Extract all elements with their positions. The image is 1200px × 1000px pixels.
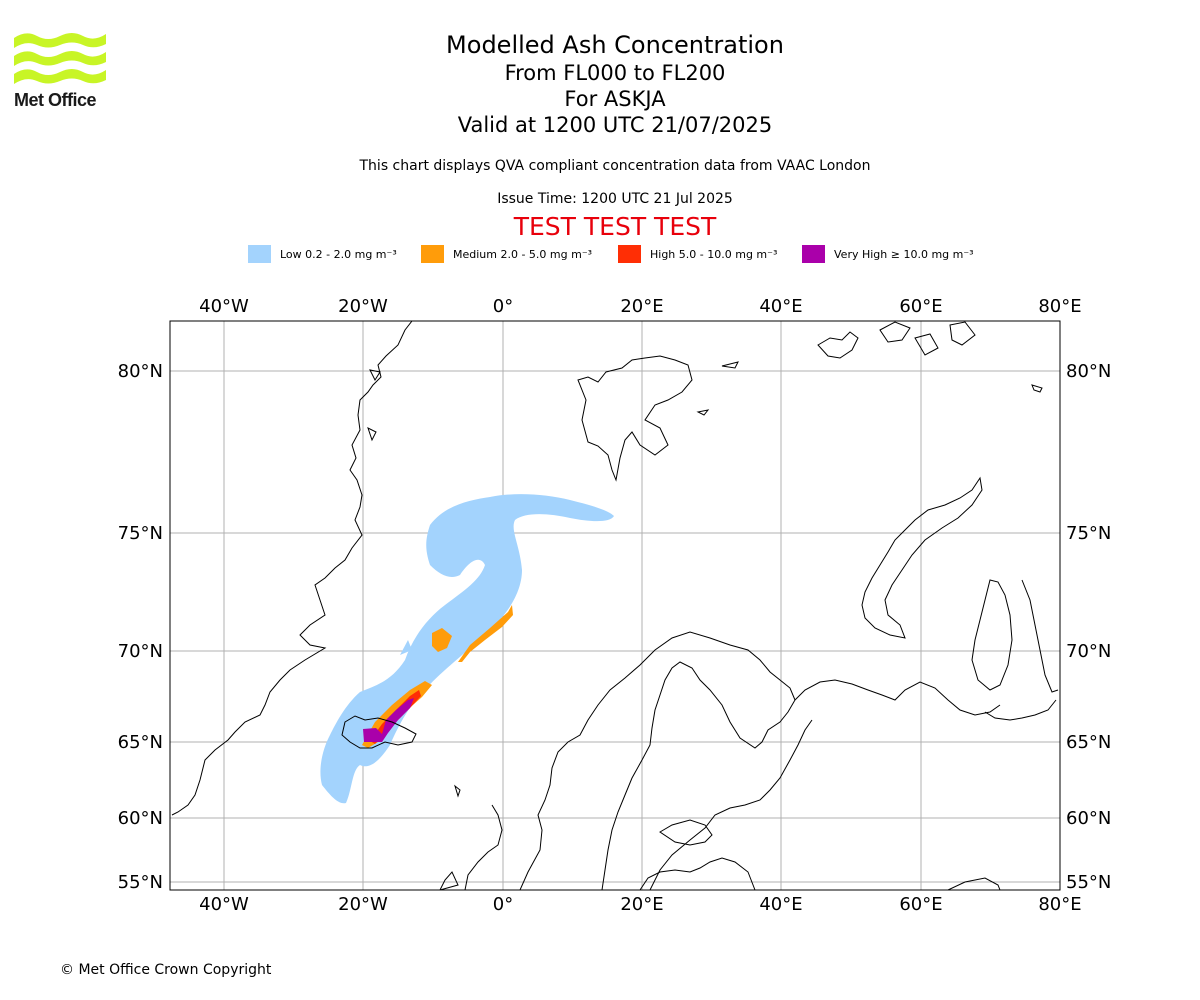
lon-label-top: 60°E <box>899 296 942 317</box>
legend-label-low: Low 0.2 - 2.0 mg m⁻³ <box>280 247 397 261</box>
lon-label-bottom: 40°E <box>759 894 802 915</box>
lon-label-bottom: 0° <box>493 894 513 915</box>
lon-label-top: 20°W <box>338 296 388 317</box>
lon-label-bottom: 60°E <box>899 894 942 915</box>
volcano-title: For ASKJA <box>564 87 666 111</box>
lon-label-top: 0° <box>493 296 513 317</box>
lon-label-bottom: 20°W <box>338 894 388 915</box>
ash-plume-very-high <box>363 698 414 742</box>
lat-label-left: 65°N <box>118 732 163 753</box>
legend-label-very-high: Very High ≥ 10.0 mg m⁻³ <box>834 247 974 261</box>
legend-swatch-medium <box>421 245 444 263</box>
lon-label-bottom: 20°E <box>620 894 663 915</box>
flight-level-title: From FL000 to FL200 <box>504 61 726 85</box>
lon-label-top: 20°E <box>620 296 663 317</box>
lat-label-left: 75°N <box>118 523 163 544</box>
valid-time-title: Valid at 1200 UTC 21/07/2025 <box>457 113 773 137</box>
legend-label-high: High 5.0 - 10.0 mg m⁻³ <box>650 247 778 261</box>
legend-swatch-very-high <box>802 245 825 263</box>
lon-label-top: 40°W <box>199 296 249 317</box>
title-block: Modelled Ash Concentration From FL000 to… <box>315 30 915 138</box>
left-lat-labels: 80°N 75°N 70°N 65°N 60°N 55°N <box>118 361 163 893</box>
lat-label-right: 60°N <box>1066 808 1111 829</box>
lat-label-right: 65°N <box>1066 732 1111 753</box>
main-title: Modelled Ash Concentration <box>446 31 784 59</box>
lon-label-bottom: 40°W <box>199 894 249 915</box>
legend-item-medium: Medium 2.0 - 5.0 mg m⁻³ <box>421 244 592 264</box>
map-frame <box>169 320 1061 891</box>
met-office-logo: Met Office <box>14 30 106 112</box>
lon-label-top: 80°E <box>1038 296 1081 317</box>
test-banner: TEST TEST TEST <box>513 212 717 241</box>
description-text: This chart displays QVA compliant concen… <box>359 158 871 174</box>
issue-time-text: Issue Time: 1200 UTC 21 Jul 2025 <box>497 191 733 207</box>
lat-label-left: 60°N <box>118 808 163 829</box>
lon-label-bottom: 80°E <box>1038 894 1081 915</box>
legend-item-very-high: Very High ≥ 10.0 mg m⁻³ <box>802 244 974 264</box>
map-gridlines <box>170 321 1060 890</box>
top-lon-labels: 40°W 20°W 0° 20°E 40°E 60°E 80°E <box>199 296 1081 317</box>
lon-label-top: 40°E <box>759 296 802 317</box>
legend-label-medium: Medium 2.0 - 5.0 mg m⁻³ <box>453 247 593 261</box>
lat-label-left: 70°N <box>118 641 163 662</box>
lat-label-left: 80°N <box>118 361 163 382</box>
met-office-waves-icon <box>14 33 106 84</box>
legend-swatch-low <box>248 245 271 263</box>
lat-label-right: 55°N <box>1066 872 1111 893</box>
logo-text: Met Office <box>14 90 97 110</box>
coastlines <box>171 321 1059 890</box>
legend-item-low: Low 0.2 - 2.0 mg m⁻³ <box>248 244 397 264</box>
lat-label-right: 75°N <box>1066 523 1111 544</box>
legend-item-high: High 5.0 - 10.0 mg m⁻³ <box>618 244 777 264</box>
legend-swatch-high <box>618 245 641 263</box>
ash-plume-low <box>320 494 614 804</box>
legend: Low 0.2 - 2.0 mg m⁻³ Medium 2.0 - 5.0 mg… <box>0 244 1200 264</box>
lat-label-right: 70°N <box>1066 641 1111 662</box>
right-lat-labels: 80°N 75°N 70°N 65°N 60°N 55°N <box>1066 361 1111 893</box>
lat-label-left: 55°N <box>118 872 163 893</box>
bottom-lon-labels: 40°W 20°W 0° 20°E 40°E 60°E 80°E <box>199 894 1081 915</box>
lat-label-right: 80°N <box>1066 361 1111 382</box>
copyright-text: © Met Office Crown Copyright <box>60 962 272 978</box>
